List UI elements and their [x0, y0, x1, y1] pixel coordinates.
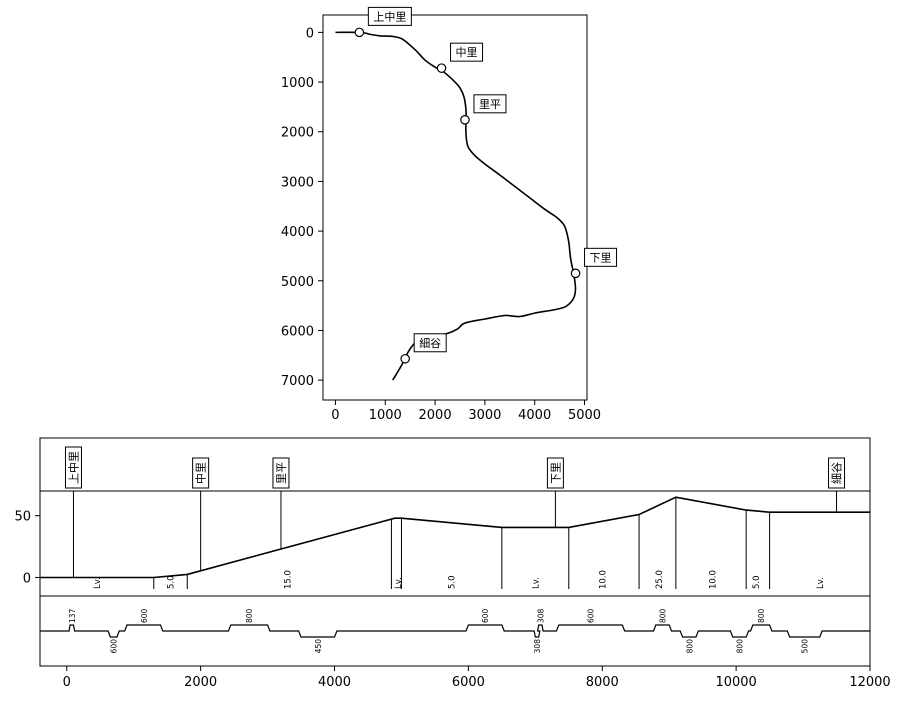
station-label-box [584, 247, 618, 267]
profile-x-tick-label: 8000 [586, 675, 619, 690]
curve-radius-label: 500 [801, 639, 810, 654]
profile-station-box [828, 457, 846, 489]
plan-y-tick-label: 6000 [281, 324, 314, 339]
plan-x-tick-label: 4000 [518, 408, 551, 423]
curve-radius-label: 308 [536, 608, 545, 623]
station-label-box [413, 333, 447, 353]
profile-station-label: 里平 [275, 462, 288, 484]
gradient-label: 10.0 [709, 570, 719, 589]
gradient-label: Lv. [816, 577, 826, 589]
profile-frame [39, 437, 871, 667]
profile-station-label: 上中里 [67, 451, 80, 484]
profile-station-label: 下里 [549, 462, 562, 484]
station-label: 上中里 [373, 10, 406, 23]
curve-radius-label: 600 [587, 608, 596, 623]
plan-frame [322, 14, 588, 401]
profile-station-box [64, 446, 82, 489]
profile-x-tick-label: 10000 [715, 675, 756, 690]
profile-y-tick-label: 0 [23, 571, 31, 586]
station-label: 細谷 [419, 337, 441, 350]
profile-station-label: 中里 [195, 462, 208, 484]
profile-station-box [546, 457, 564, 489]
station-label: 中里 [456, 46, 478, 59]
curve-diagram-line [40, 624, 870, 638]
gradient-label: 10.0 [598, 570, 608, 589]
station-marker [354, 27, 365, 38]
gradient-label: 5.0 [752, 575, 762, 589]
plan-y-tick-label: 0 [306, 26, 314, 41]
plan-x-tick-label: 3000 [468, 408, 501, 423]
station-label-box [367, 6, 412, 26]
profile-y-tick-label: 50 [14, 510, 31, 525]
plan-x-tick-label: 2000 [419, 408, 452, 423]
plan-y-tick-label: 3000 [281, 175, 314, 190]
station-marker [436, 63, 447, 73]
curve-radius-label: 800 [659, 608, 668, 623]
plan-x-tick-label: 0 [331, 408, 339, 423]
station-label: 下里 [590, 251, 612, 264]
elevation-line [40, 496, 870, 579]
gradient-label: Lv. [394, 577, 404, 589]
profile-station-box [192, 457, 210, 489]
station-label-box [450, 42, 484, 62]
plan-x-tick-label: 5000 [568, 408, 601, 423]
curve-radius-label: 800 [735, 639, 744, 654]
profile-x-tick-label: 4000 [318, 675, 351, 690]
gradient-label: 5.0 [167, 575, 177, 589]
plan-y-tick-label: 4000 [281, 225, 314, 240]
curve-radius-label: 450 [314, 639, 323, 654]
plan-y-tick-label: 7000 [281, 374, 314, 389]
curve-radius-label: 800 [685, 639, 694, 654]
gradient-label: 5.0 [448, 575, 458, 589]
track-line [335, 31, 577, 381]
station-marker [460, 115, 470, 125]
curve-radius-label: 137 [68, 608, 77, 623]
station-label: 里平 [479, 98, 501, 111]
profile-station-label: 細谷 [831, 462, 844, 484]
station-label-box [473, 94, 507, 114]
plan-y-tick-label: 1000 [281, 76, 314, 91]
curve-radius-label: 800 [757, 608, 766, 623]
gradient-label: Lv. [93, 577, 103, 589]
profile-x-tick-label: 2000 [184, 675, 217, 690]
plan-y-tick-label: 2000 [281, 126, 314, 141]
profile-x-tick-label: 6000 [452, 675, 485, 690]
profile-x-tick-label: 0 [63, 675, 71, 690]
curve-radius-label: 308 [533, 639, 542, 654]
gradient-label: Lv. [531, 577, 541, 589]
curve-radius-label: 600 [110, 639, 119, 654]
profile-x-tick-label: 12000 [849, 675, 890, 690]
gradient-label: 15.0 [284, 570, 294, 589]
station-marker [400, 353, 410, 364]
station-marker [570, 268, 581, 279]
plan-y-tick-label: 5000 [281, 275, 314, 290]
curve-radius-label: 600 [481, 608, 490, 623]
gradient-label: 25.0 [655, 570, 665, 589]
curve-radius-label: 600 [140, 608, 149, 623]
profile-station-box [272, 457, 290, 489]
plan-x-tick-label: 1000 [369, 408, 402, 423]
curve-radius-label: 800 [245, 608, 254, 623]
